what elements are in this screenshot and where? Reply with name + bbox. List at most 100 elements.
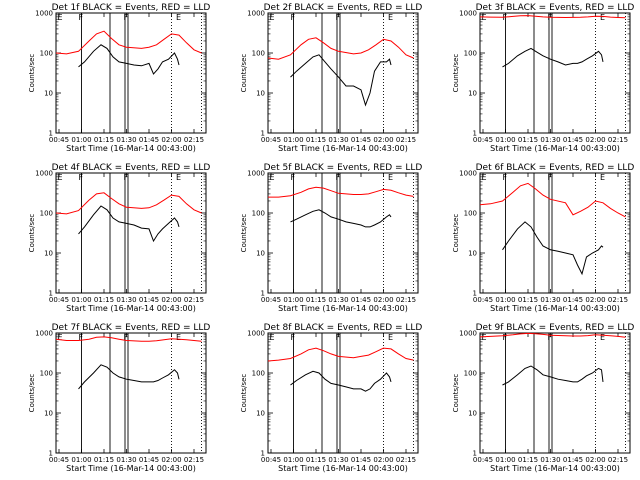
lld-series-line xyxy=(479,15,626,19)
x-tick-label: 01:00 xyxy=(495,456,515,464)
x-tick-label: 01:45 xyxy=(139,456,159,464)
plot-frame xyxy=(479,332,631,454)
x-tick-label: 00:45 xyxy=(261,296,281,304)
y-tick-label: 100 xyxy=(252,210,265,218)
flag-label: E xyxy=(600,13,605,22)
x-tick-label: 02:15 xyxy=(184,456,204,464)
lld-series-line xyxy=(55,336,202,342)
y-tick-label: 1 xyxy=(473,450,477,458)
x-tick-label: 02:15 xyxy=(396,456,416,464)
flag-label: F xyxy=(548,173,553,182)
y-tick-label: 10 xyxy=(44,410,53,418)
x-tick-label: 02:15 xyxy=(608,136,628,144)
plot-frame xyxy=(479,172,631,294)
flag-label: F xyxy=(79,333,84,342)
y-tick-label: 1000 xyxy=(35,170,53,178)
x-axis-label: Start Time (16-Mar-14 00:43:00) xyxy=(278,304,408,313)
x-tick-label: 02:00 xyxy=(585,136,605,144)
y-tick-label: 1000 xyxy=(247,10,265,18)
x-tick-label: 01:00 xyxy=(71,296,91,304)
x-tick-label: 01:45 xyxy=(563,456,583,464)
flag-label: F xyxy=(503,173,508,182)
flag-label: E xyxy=(482,13,487,22)
x-tick-label: 01:15 xyxy=(94,136,114,144)
y-tick-label: 100 xyxy=(252,50,265,58)
events-series-line xyxy=(502,47,604,68)
x-tick-label: 01:45 xyxy=(139,136,159,144)
y-tick-label: 10 xyxy=(256,90,265,98)
lld-series-line xyxy=(479,332,626,338)
flag-label: E xyxy=(388,173,393,182)
y-axis-label: Counts/sec xyxy=(28,374,36,413)
x-tick-label: 01:00 xyxy=(283,296,303,304)
panel-title: Det 8f BLACK = Events, RED = LLD xyxy=(264,323,423,333)
y-tick-label: 1 xyxy=(261,450,265,458)
x-tick-label: 02:15 xyxy=(608,456,628,464)
plot-frame xyxy=(267,172,419,294)
x-tick-label: 01:00 xyxy=(71,456,91,464)
x-tick-label: 01:45 xyxy=(139,296,159,304)
x-tick-label: 01:30 xyxy=(540,296,560,304)
flag-label: F xyxy=(79,13,84,22)
panel-title: Det 5f BLACK = Events, RED = LLD xyxy=(264,163,423,173)
flag-label: F xyxy=(336,333,341,342)
x-tick-label: 01:15 xyxy=(306,136,326,144)
x-tick-label: 02:15 xyxy=(184,296,204,304)
y-tick-label: 10 xyxy=(256,250,265,258)
x-tick-label: 01:30 xyxy=(116,136,136,144)
flag-label: E xyxy=(270,333,275,342)
lld-series-line xyxy=(267,347,414,362)
x-tick-label: 00:45 xyxy=(473,456,493,464)
x-tick-label: 02:00 xyxy=(373,136,393,144)
panel-title: Det 3f BLACK = Events, RED = LLD xyxy=(476,3,635,13)
x-tick-label: 00:45 xyxy=(49,136,69,144)
x-tick-label: 01:30 xyxy=(540,136,560,144)
events-series-line xyxy=(290,54,392,107)
flag-label: E xyxy=(176,333,181,342)
y-tick-label: 1 xyxy=(49,290,53,298)
plot-frame xyxy=(55,12,207,134)
lld-series-line xyxy=(267,37,414,60)
y-tick-label: 1000 xyxy=(35,330,53,338)
lld-series-line xyxy=(55,192,202,215)
x-tick-label: 01:45 xyxy=(563,136,583,144)
x-tick-label: 01:15 xyxy=(94,456,114,464)
x-tick-label: 01:30 xyxy=(540,456,560,464)
flag-label: E xyxy=(270,13,275,22)
x-axis-label: Start Time (16-Mar-14 00:43:00) xyxy=(66,464,196,473)
x-tick-label: 00:45 xyxy=(473,136,493,144)
y-axis-label: Counts/sec xyxy=(28,214,36,253)
x-tick-label: 00:45 xyxy=(261,136,281,144)
y-tick-label: 1000 xyxy=(459,170,477,178)
y-tick-label: 100 xyxy=(464,50,477,58)
x-tick-label: 01:30 xyxy=(328,136,348,144)
x-tick-label: 01:45 xyxy=(351,136,371,144)
flag-label: E xyxy=(600,333,605,342)
x-tick-label: 01:00 xyxy=(283,136,303,144)
plot-frame xyxy=(55,332,207,454)
x-tick-label: 00:45 xyxy=(261,456,281,464)
x-tick-label: 01:15 xyxy=(518,136,538,144)
flag-label: E xyxy=(270,173,275,182)
flag-label: E xyxy=(600,173,605,182)
panel-title: Det 2f BLACK = Events, RED = LLD xyxy=(264,3,423,13)
y-tick-label: 1 xyxy=(49,130,53,138)
y-tick-label: 10 xyxy=(44,90,53,98)
flag-label: E xyxy=(482,173,487,182)
events-series-line xyxy=(290,370,392,392)
x-tick-label: 02:15 xyxy=(396,136,416,144)
y-tick-label: 1000 xyxy=(247,330,265,338)
y-axis-label: Counts/sec xyxy=(452,214,460,253)
x-tick-label: 02:00 xyxy=(161,136,181,144)
x-tick-label: 02:00 xyxy=(161,296,181,304)
y-tick-label: 1 xyxy=(473,290,477,298)
y-tick-label: 100 xyxy=(252,370,265,378)
x-tick-label: 02:15 xyxy=(396,296,416,304)
flag-label: E xyxy=(176,13,181,22)
panel-title: Det 1f BLACK = Events, RED = LLD xyxy=(52,3,211,13)
